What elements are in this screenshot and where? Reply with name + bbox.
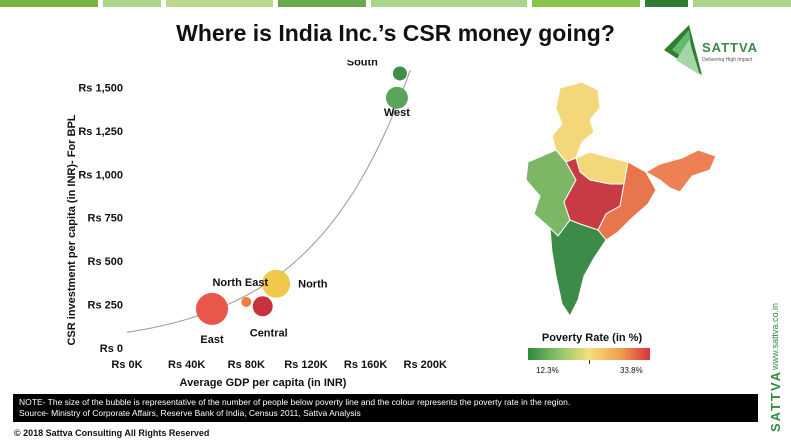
x-tick-label: Rs 120K <box>284 359 327 371</box>
note-box: NOTE- The size of the bubble is represen… <box>13 394 758 422</box>
logo-brand: SATTVA <box>702 40 759 55</box>
y-tick-label: Rs 750 <box>88 213 123 225</box>
x-axis-label: Average GDP per capita (in INR) <box>180 377 347 389</box>
copyright: © 2018 Sattva Consulting All Rights Rese… <box>14 428 210 438</box>
stripe-segment <box>371 0 528 7</box>
stripe-segment <box>644 0 689 7</box>
top-stripe <box>0 0 791 7</box>
bubble <box>252 296 273 317</box>
y-tick-label: Rs 1,500 <box>78 82 123 94</box>
x-tick-label: Rs 160K <box>344 359 387 371</box>
stripe-segment <box>102 0 162 7</box>
legend-title: Poverty Rate (in %) <box>541 332 643 344</box>
bubble-label: East <box>200 334 224 346</box>
india-map <box>525 81 717 317</box>
bubble-label: North <box>298 279 328 291</box>
y-tick-label: Rs 500 <box>88 256 123 268</box>
page-title: Where is India Inc.’s CSR money going? <box>176 20 615 46</box>
bubbles: South West North North East East Central <box>196 60 410 346</box>
y-axis: Rs 0 Rs 250 Rs 500 Rs 750 Rs 1,000 Rs 1,250 Rs… <box>78 82 123 355</box>
bubble-label: South <box>347 60 378 68</box>
bubble <box>385 86 408 109</box>
x-tick-label: Rs 0K <box>111 359 142 371</box>
x-tick-label: Rs 40K <box>168 359 205 371</box>
y-tick-label: Rs 1,000 <box>78 169 123 181</box>
map-region-north <box>551 81 601 163</box>
stripe-segment <box>532 0 640 7</box>
bubble-chart: Rs 0 Rs 250 Rs 500 Rs 750 Rs 1,000 Rs 1,250 Rs… <box>66 60 447 389</box>
website-url: www.sattva.co.in <box>770 302 780 370</box>
stripe-segment <box>278 0 367 7</box>
side-brand: SATTVA <box>768 369 783 432</box>
bubble-label: Central <box>250 327 288 339</box>
legend-max: 33.8% <box>620 366 643 375</box>
legend-min: 12.3% <box>536 366 559 375</box>
note-text: NOTE- The size of the bubble is represen… <box>19 397 571 407</box>
stripe-segment <box>166 0 274 7</box>
stripe-segment <box>693 0 791 7</box>
y-axis-label: CSR investment per capita (in INR)- For … <box>66 114 78 345</box>
y-tick-label: Rs 1,250 <box>78 126 123 138</box>
bubble <box>392 66 407 81</box>
logo-tagline: Delivering High Impact <box>702 57 753 63</box>
y-tick-label: Rs 0 <box>100 343 123 355</box>
map-region-south <box>549 219 607 317</box>
bubble <box>241 296 252 307</box>
map-region-east <box>597 161 657 241</box>
bubble <box>196 292 229 325</box>
source-text: Source- Ministry of Corporate Affairs, R… <box>19 408 361 418</box>
y-tick-label: Rs 250 <box>88 300 123 312</box>
bubble <box>262 269 291 298</box>
poverty-color-scale <box>528 348 650 360</box>
bubble-label: North East <box>212 277 268 289</box>
legend-tick <box>589 360 590 364</box>
stripe-segment <box>0 0 98 7</box>
map-region-northeast <box>644 149 717 193</box>
sattva-logo-icon <box>664 25 702 75</box>
x-tick-label: Rs 200K <box>404 359 447 371</box>
x-tick-label: Rs 80K <box>228 359 265 371</box>
x-axis: Rs 0K Rs 40K Rs 80K Rs 120K Rs 160K Rs 200K <box>111 359 447 371</box>
bubble-label: West <box>384 107 410 119</box>
